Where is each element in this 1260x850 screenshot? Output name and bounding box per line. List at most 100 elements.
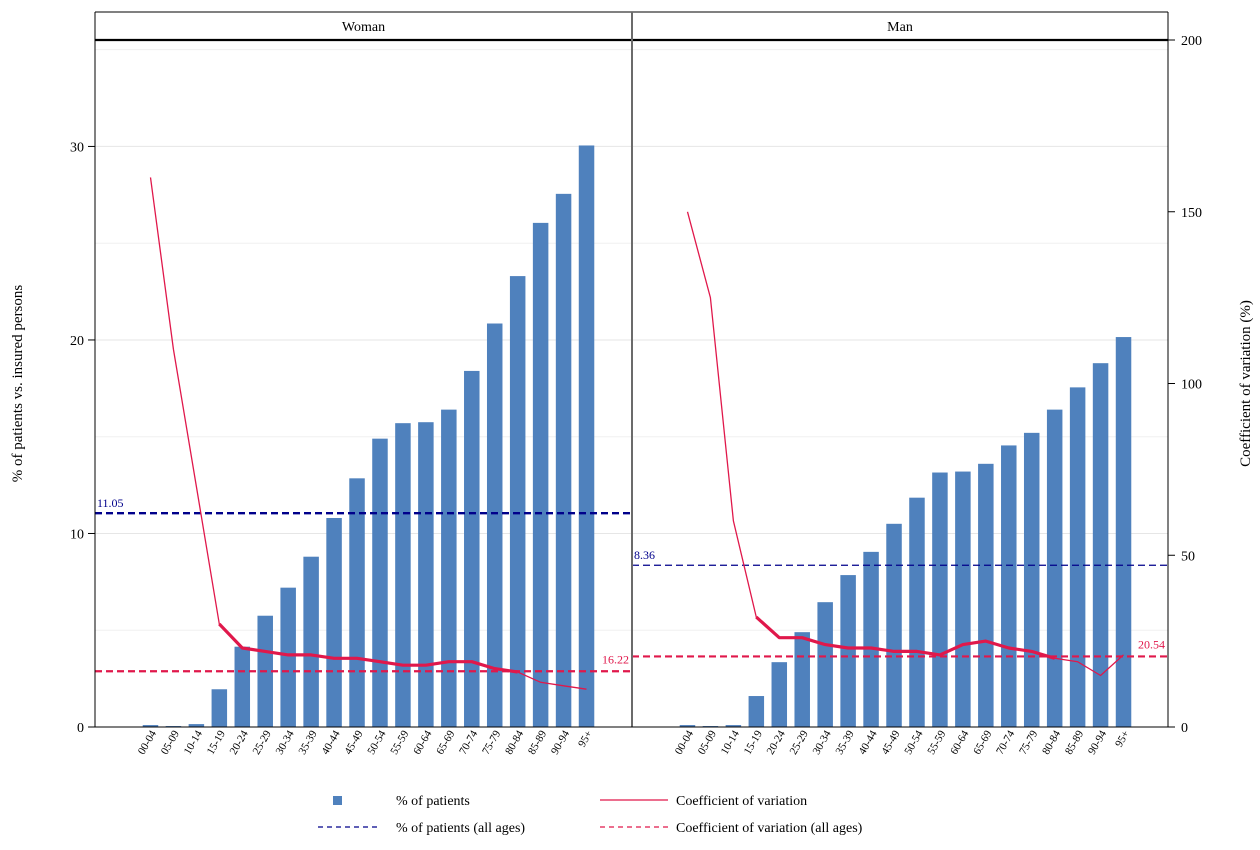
y-axis-label: % of patients vs. insured persons bbox=[10, 285, 26, 483]
bar-man-90-94 bbox=[1092, 363, 1109, 727]
cv-line-thick-man bbox=[755, 615, 1056, 660]
x-tick-label: 65-69 bbox=[434, 728, 457, 757]
y2-axis-label: Coefficient of variation (%) bbox=[1238, 300, 1254, 467]
x-tick-label: 05-09 bbox=[159, 728, 182, 757]
bar-man-85-89 bbox=[1069, 387, 1086, 727]
bar-woman-45-49 bbox=[349, 478, 365, 727]
bar-man-35-39 bbox=[840, 575, 856, 727]
bar-woman-85-89 bbox=[532, 222, 549, 727]
legend-label: Coefficient of variation (all ages) bbox=[676, 821, 863, 836]
x-tick-label: 65-69 bbox=[971, 728, 994, 757]
bar-woman-30-34 bbox=[280, 587, 296, 727]
x-tick-label: 40-44 bbox=[319, 728, 342, 757]
bar-man-65-69 bbox=[978, 463, 994, 727]
bar-man-45-49 bbox=[886, 523, 902, 727]
x-tick-label: 60-64 bbox=[948, 728, 971, 757]
x-tick-label: 15-19 bbox=[205, 728, 228, 757]
x-tick-label: 55-59 bbox=[388, 728, 411, 757]
y2-tick-label: 200 bbox=[1181, 34, 1202, 49]
x-tick-label: 45-49 bbox=[342, 728, 365, 757]
x-tick-label: 80-84 bbox=[503, 728, 526, 757]
bar-woman-95+ bbox=[578, 145, 595, 728]
cv-line-thick-woman bbox=[218, 622, 518, 674]
ref-label-cv-all: 20.54 bbox=[1138, 637, 1165, 651]
reference-lines: 11.05 16.22 8.36 20.54 bbox=[95, 496, 1168, 673]
bar-woman-90-94 bbox=[555, 193, 572, 727]
gridlines bbox=[95, 49, 1168, 631]
x-tick-label: 75-79 bbox=[1017, 728, 1040, 757]
y2-tick-label: 100 bbox=[1181, 378, 1202, 393]
bar-man-20-24 bbox=[771, 662, 788, 727]
x-tick-label: 75-79 bbox=[480, 728, 503, 757]
bar-woman-35-39 bbox=[303, 556, 319, 727]
x-tick-label: 50-54 bbox=[365, 728, 388, 757]
bar-woman-20-24 bbox=[234, 646, 251, 727]
legend-label: % of patients bbox=[396, 794, 470, 809]
x-tick-label: 05-09 bbox=[696, 728, 719, 757]
y-tick-label: 30 bbox=[70, 140, 84, 155]
bar-woman-15-19 bbox=[211, 689, 228, 727]
bar-man-75-79 bbox=[1023, 432, 1040, 727]
x-tick-label: 90-94 bbox=[549, 728, 572, 757]
bar-man-00-04 bbox=[679, 725, 696, 727]
x-tick-label: 30-34 bbox=[274, 728, 297, 757]
ref-label-patients-all: 11.05 bbox=[97, 496, 124, 510]
bar-woman-40-44 bbox=[326, 517, 342, 727]
bar-man-30-34 bbox=[817, 602, 833, 727]
legend-swatch-bar bbox=[333, 796, 342, 805]
y2-tick-label: 0 bbox=[1181, 721, 1188, 736]
x-tick-label: 80-84 bbox=[1040, 728, 1063, 757]
bar-woman-10-14 bbox=[188, 724, 205, 727]
x-tick-label: 50-54 bbox=[902, 728, 925, 757]
x-tick-label: 20-24 bbox=[228, 728, 251, 757]
bar-man-60-64 bbox=[955, 471, 971, 727]
bar-woman-70-74 bbox=[464, 370, 480, 727]
bar-woman-65-69 bbox=[441, 409, 457, 727]
x-tick-label: 25-29 bbox=[788, 728, 811, 757]
x-tick-label: 20-24 bbox=[765, 728, 788, 757]
x-tick-label: 15-19 bbox=[742, 728, 765, 757]
x-tick-label: 00-04 bbox=[673, 728, 696, 757]
bar-woman-60-64 bbox=[418, 422, 434, 727]
bars bbox=[142, 145, 1132, 728]
bar-woman-80-84 bbox=[509, 276, 526, 727]
x-tick-label: 85-89 bbox=[526, 728, 549, 757]
x-tick-label: 60-64 bbox=[411, 728, 434, 757]
ref-label-cv-all: 16.22 bbox=[602, 652, 629, 666]
x-tick-label: 35-39 bbox=[833, 728, 856, 757]
bar-man-15-19 bbox=[748, 696, 765, 727]
x-tick-label: 90-94 bbox=[1086, 728, 1109, 757]
x-tick-label: 45-49 bbox=[879, 728, 902, 757]
x-tick-label: 70-74 bbox=[457, 728, 480, 757]
cv-lines bbox=[149, 177, 1124, 690]
x-tick-label: 00-04 bbox=[136, 728, 159, 757]
bar-man-40-44 bbox=[863, 551, 879, 727]
x-tick-label: 35-39 bbox=[296, 728, 319, 757]
x-tick-label: 70-74 bbox=[994, 728, 1017, 757]
ref-label-patients-all: 8.36 bbox=[634, 548, 655, 562]
y-tick-label: 10 bbox=[70, 527, 84, 542]
panel-title-man: Man bbox=[887, 20, 913, 35]
bar-woman-55-59 bbox=[395, 423, 411, 727]
y2-tick-label: 150 bbox=[1181, 206, 1202, 221]
y2-tick-label: 50 bbox=[1181, 549, 1195, 564]
bar-woman-75-79 bbox=[486, 323, 503, 727]
bar-man-10-14 bbox=[725, 725, 742, 727]
x-tick-label: 10-14 bbox=[182, 728, 205, 757]
bar-man-80-84 bbox=[1046, 409, 1063, 727]
x-tick-label: 40-44 bbox=[856, 728, 879, 757]
x-tick-label: 10-14 bbox=[719, 728, 742, 757]
panel-frames: Woman Man bbox=[94, 11, 1169, 728]
bar-woman-50-54 bbox=[372, 438, 388, 727]
bar-man-95+ bbox=[1115, 337, 1132, 727]
bar-man-70-74 bbox=[1001, 445, 1017, 727]
x-tick-label: 55-59 bbox=[925, 728, 948, 757]
x-tick-label: 95+ bbox=[1113, 729, 1132, 750]
y-tick-label: 0 bbox=[77, 721, 84, 736]
x-tick-label: 25-29 bbox=[251, 728, 274, 757]
legend-label: % of patients (all ages) bbox=[396, 821, 525, 836]
x-tick-label: 95+ bbox=[576, 729, 595, 750]
y-tick-label: 20 bbox=[70, 334, 84, 349]
x-tick-label: 30-34 bbox=[811, 728, 834, 757]
